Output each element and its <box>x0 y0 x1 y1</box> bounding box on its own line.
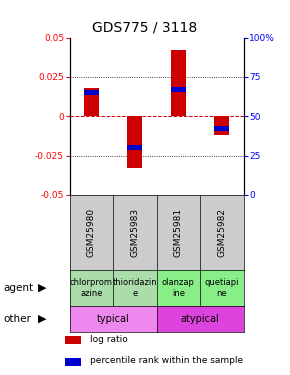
Bar <box>84 88 99 116</box>
Bar <box>65 336 81 344</box>
Bar <box>171 50 186 116</box>
Text: GDS775 / 3118: GDS775 / 3118 <box>93 21 197 34</box>
Text: percentile rank within the sample: percentile rank within the sample <box>90 356 243 365</box>
Bar <box>171 87 186 92</box>
Text: log ratio: log ratio <box>90 335 127 344</box>
Bar <box>65 358 81 366</box>
Text: GSM25982: GSM25982 <box>217 208 226 257</box>
Text: GSM25981: GSM25981 <box>174 208 183 257</box>
Text: other: other <box>3 314 31 324</box>
Bar <box>214 126 229 131</box>
Text: GSM25980: GSM25980 <box>87 208 96 257</box>
Text: agent: agent <box>3 283 33 293</box>
Bar <box>214 116 229 135</box>
Text: typical: typical <box>97 314 129 324</box>
Text: ▶: ▶ <box>38 314 46 324</box>
Text: atypical: atypical <box>181 314 220 324</box>
Text: ▶: ▶ <box>38 283 46 293</box>
Text: thioridazin
e: thioridazin e <box>113 278 157 297</box>
Text: chlorprom
azine: chlorprom azine <box>70 278 113 297</box>
Text: GSM25983: GSM25983 <box>130 208 139 257</box>
Bar <box>84 90 99 95</box>
Bar <box>127 116 142 168</box>
Text: olanzap
ine: olanzap ine <box>162 278 195 297</box>
Text: quetiapi
ne: quetiapi ne <box>205 278 239 297</box>
Bar <box>127 146 142 150</box>
